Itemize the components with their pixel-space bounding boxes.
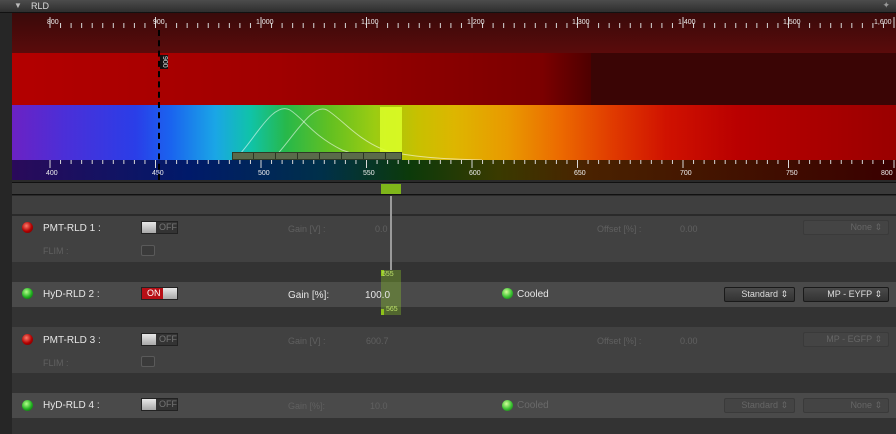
pin-icon[interactable]: ✦ (882, 0, 890, 10)
gain-label: Gain [V] : (288, 224, 326, 234)
band-low-label: 555 (382, 271, 394, 278)
left-gutter (0, 13, 12, 434)
spectrum-scale-ticks (49, 160, 895, 168)
laser-tick-label: 1,000 (256, 19, 274, 26)
row-separator (12, 307, 896, 327)
spectrum-scale (12, 160, 896, 180)
gain-value[interactable]: 600.7 (366, 336, 389, 346)
channel-toggle[interactable]: ON (141, 287, 178, 300)
band-range-marker[interactable] (381, 270, 401, 315)
toggle-knob (163, 288, 177, 299)
row-separator (12, 373, 896, 393)
band-high-label: 565 (386, 306, 398, 313)
dye-select-value: None (850, 222, 872, 232)
gain-value[interactable]: 100.0 (365, 290, 391, 301)
toggle-label: OFF (159, 222, 177, 232)
filter-segments (232, 152, 402, 160)
mode-select[interactable]: Standard ⇕ (724, 287, 795, 302)
laser-out-of-range (591, 53, 896, 105)
chevron-down-icon[interactable]: ▼ (14, 1, 22, 10)
mode-select[interactable]: Standard ⇕ (724, 398, 795, 413)
laser-tick-label: 800 (47, 19, 59, 26)
dye-select[interactable]: None ⇕ (803, 220, 889, 235)
toggle-label: ON (147, 288, 161, 298)
flim-checkbox[interactable] (141, 245, 155, 256)
gain-value[interactable]: 10.0 (370, 401, 388, 411)
row-separator (12, 418, 896, 434)
mode-select-value: Standard (741, 400, 778, 410)
dye-select[interactable]: MP - EYFP ⇕ (803, 287, 889, 302)
dye-select[interactable]: MP - EGFP ⇕ (803, 332, 889, 347)
band-track-handle[interactable] (381, 184, 401, 194)
dye-select[interactable]: None ⇕ (803, 398, 889, 413)
band-guide-line (390, 196, 392, 270)
track-spacer (12, 196, 896, 214)
laser-tick-label: 1,600 (874, 19, 892, 26)
cooled-label: Cooled (517, 400, 549, 411)
gain-label: Gain [%]: (288, 401, 326, 411)
detection-band[interactable] (380, 107, 402, 160)
channel-name: PMT-RLD 1 : (43, 223, 101, 234)
emission-curves (233, 108, 483, 160)
cooled-indicator-led (502, 288, 513, 299)
flim-label: FLIM : (43, 246, 69, 256)
spectrum-tick-label: 650 (574, 170, 586, 177)
toggle-knob (142, 222, 156, 233)
spectrum-tick-label: 550 (363, 170, 375, 177)
laser-power-bar (12, 53, 896, 105)
spectrum-tick-label: 400 (46, 170, 58, 177)
offset-value[interactable]: 0.00 (680, 224, 698, 234)
laser-tick-label: 900 (153, 19, 165, 26)
laser-tick-label: 1,300 (572, 19, 590, 26)
spectrum-tick-label: 800 (881, 170, 893, 177)
dye-select-value: MP - EYFP (827, 289, 872, 299)
toggle-knob (142, 334, 156, 345)
laser-tick-label: 1,200 (467, 19, 485, 26)
channel-toggle[interactable]: OFF (141, 398, 178, 411)
spectrum-tick-label: 750 (786, 170, 798, 177)
offset-label: Offset [%] : (597, 336, 642, 346)
offset-value[interactable]: 0.00 (680, 336, 698, 346)
toggle-knob (142, 399, 156, 410)
laser-scale-ticks (49, 17, 895, 28)
toggle-label: OFF (159, 334, 177, 344)
channel-toggle[interactable]: OFF (141, 333, 178, 346)
gain-value[interactable]: 0.0 (375, 224, 388, 234)
laser-tick-label: 1,100 (361, 19, 379, 26)
flim-checkbox[interactable] (141, 356, 155, 367)
row-separator (12, 262, 896, 282)
dye-select-value: None (850, 400, 872, 410)
channel-name: PMT-RLD 3 : (43, 335, 101, 346)
dye-select-value: MP - EGFP (826, 334, 872, 344)
gain-label: Gain [%]: (288, 290, 330, 301)
flim-label: FLIM : (43, 358, 69, 368)
laser-tick-label: 1,500 (783, 19, 801, 26)
gain-label: Gain [V] : (288, 336, 326, 346)
laser-line-tag[interactable]: 900 (160, 55, 168, 69)
detector-status-led (22, 222, 33, 233)
mode-select-value: Standard (741, 289, 778, 299)
channel-name: HyD-RLD 4 : (43, 400, 100, 411)
spectrum-tick-label: 700 (680, 170, 692, 177)
spectrum-tick-label: 450 (152, 170, 164, 177)
laser-tick-label: 1,400 (678, 19, 696, 26)
toggle-label: OFF (159, 399, 177, 409)
cooled-label: Cooled (517, 289, 549, 300)
spectrum-tick-label: 500 (258, 170, 270, 177)
laser-line-marker (158, 30, 160, 180)
laser-wavelength-scale (12, 13, 896, 53)
panel-title: RLD (31, 1, 50, 11)
spectrum-tick-label: 600 (469, 170, 481, 177)
channel-toggle[interactable]: OFF (141, 221, 178, 234)
band-track[interactable] (12, 182, 896, 195)
detector-status-led (22, 334, 33, 345)
channel-name: HyD-RLD 2 : (43, 289, 100, 300)
detector-status-led (22, 400, 33, 411)
panel-titlebar[interactable]: ▼ RLD ✦ (0, 0, 896, 13)
offset-label: Offset [%] : (597, 224, 642, 234)
cooled-indicator-led (502, 400, 513, 411)
detector-status-led (22, 288, 33, 299)
